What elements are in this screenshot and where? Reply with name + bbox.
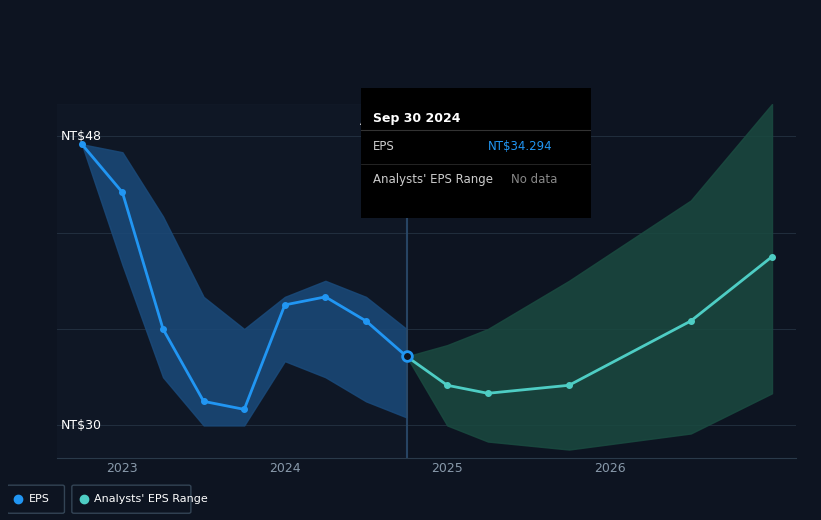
Text: No data: No data xyxy=(511,173,557,186)
Text: Analysts' EPS Range: Analysts' EPS Range xyxy=(94,494,209,504)
Text: EPS: EPS xyxy=(29,494,49,504)
Bar xyxy=(41,104,406,458)
Text: Analysts Forecasts: Analysts Forecasts xyxy=(414,114,530,127)
Text: NT$48: NT$48 xyxy=(62,129,102,142)
Text: NT$30: NT$30 xyxy=(62,419,102,432)
FancyBboxPatch shape xyxy=(72,485,191,513)
Text: EPS: EPS xyxy=(373,140,394,153)
Text: Actual: Actual xyxy=(360,114,399,127)
Text: Analysts' EPS Range: Analysts' EPS Range xyxy=(373,173,493,186)
Text: NT$34.294: NT$34.294 xyxy=(488,140,553,153)
Text: Sep 30 2024: Sep 30 2024 xyxy=(373,112,461,125)
FancyBboxPatch shape xyxy=(7,485,65,513)
